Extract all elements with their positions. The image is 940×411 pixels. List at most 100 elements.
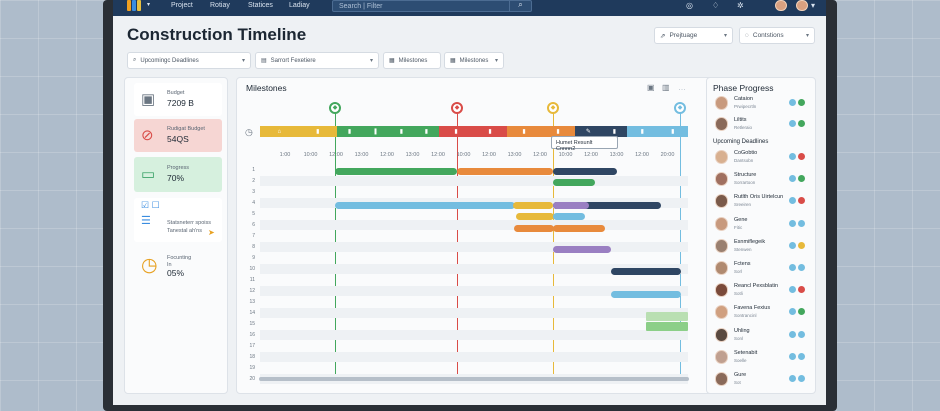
- select-prejtuage[interactable]: ⇗ Prejtuage ▾: [654, 27, 733, 44]
- app-logo-icon[interactable]: [127, 0, 141, 11]
- avatar: [715, 117, 728, 131]
- x-axis-label: 12:00: [329, 152, 343, 158]
- avatar: [715, 150, 728, 164]
- phase-list-item[interactable]: Gure Sot: [713, 370, 811, 390]
- phase-list-item[interactable]: Esnmiflegeik Stenwen: [713, 237, 811, 257]
- menu-ladiay[interactable]: Ladiay: [289, 2, 310, 9]
- menu-statices[interactable]: Statices: [248, 2, 273, 9]
- bar-tooltip: Humet Resunlt Cnnnn2: [551, 136, 618, 152]
- chevron-down-icon[interactable]: ▾: [147, 2, 151, 8]
- gantt-bar[interactable]: [646, 322, 688, 331]
- phase-segment-orange[interactable]: ▮ ▮: [507, 126, 575, 137]
- gantt-bar[interactable]: [646, 312, 688, 321]
- stat-progress[interactable]: ▭ Progress 70%: [134, 157, 222, 192]
- search-icon: ⌕: [133, 57, 137, 63]
- phase-segment-navy[interactable]: ✎ ▮: [575, 126, 627, 137]
- phase-list-item[interactable]: Liltits Retleraio: [713, 115, 811, 135]
- stat-forecast[interactable]: ◷ Focunting In 05%: [134, 250, 222, 283]
- gantt-bar[interactable]: [553, 225, 605, 232]
- gantt-bar[interactable]: [553, 202, 661, 209]
- menu-rotiay[interactable]: Rotiay: [210, 2, 230, 9]
- gantt-bar[interactable]: [553, 168, 617, 175]
- phase-segment-blue[interactable]: ▮ ▮: [627, 126, 688, 137]
- status-dot: [798, 175, 805, 183]
- row-label: 6: [252, 222, 255, 228]
- checkbox-icon: ☑ ☐: [141, 200, 160, 210]
- milestone-pin-green[interactable]: ◆: [329, 102, 341, 114]
- avatar[interactable]: [796, 0, 808, 11]
- search-icon[interactable]: ⌕: [509, 0, 531, 12]
- phase-list-item[interactable]: Cataion Prwipecrtln: [713, 94, 811, 114]
- menu-project[interactable]: Project: [171, 2, 193, 9]
- filter-fexetiere[interactable]: ▤ Sarrort Fexetiere ▾: [255, 52, 379, 69]
- row-label: 4: [252, 200, 255, 206]
- gantt-bar[interactable]: [335, 202, 515, 209]
- flag-icon: ▦: [389, 58, 395, 64]
- trash-icon[interactable]: ▥: [662, 83, 670, 92]
- milestone-pin-red[interactable]: ◆: [451, 102, 463, 114]
- phase-list-item[interactable]: Gene Fitic: [713, 215, 811, 235]
- gantt-bar[interactable]: [553, 202, 589, 209]
- image-icon[interactable]: ▣: [647, 83, 655, 92]
- gantt-bar[interactable]: [516, 213, 554, 220]
- horizontal-scrollbar[interactable]: [259, 377, 689, 381]
- avatar: [715, 172, 728, 187]
- avatar: [715, 96, 728, 110]
- status-dot: [798, 197, 805, 205]
- x-axis-label: 13:00: [507, 152, 522, 158]
- chevron-down-icon[interactable]: ▾: [811, 1, 816, 10]
- status-dot: [789, 99, 796, 106]
- status-dot: [789, 175, 796, 183]
- phase-sub: Retleraio: [734, 125, 753, 130]
- phase-list-item[interactable]: Setenabit Soelle: [713, 348, 811, 368]
- stat-risk[interactable]: ⊘ Rudigat Budget 54QS: [134, 119, 222, 152]
- more-icon[interactable]: …: [678, 83, 686, 92]
- x-axis-label: 13:00: [609, 152, 624, 158]
- filter-upcoming-deadlines[interactable]: ⌕ Upcomingc Deadlines ▾: [127, 52, 251, 69]
- gantt-bar[interactable]: [611, 291, 681, 298]
- gear-icon[interactable]: ✲: [737, 1, 744, 10]
- clock-icon: ◷: [245, 127, 253, 137]
- search-input[interactable]: Search | Filter: [332, 0, 532, 12]
- gantt-bar[interactable]: [611, 268, 681, 275]
- phase-segment-yellow[interactable]: ⌂ ▮: [260, 126, 337, 137]
- phase-name: Structure: [734, 172, 757, 179]
- gantt-bar[interactable]: [335, 168, 457, 175]
- select-contstions[interactable]: ◌ Contstions ▾: [739, 27, 815, 44]
- phase-segment-green[interactable]: ▮ ❚ ▮ ▮: [337, 126, 439, 137]
- status-dot: [789, 219, 796, 227]
- phase-segment-red[interactable]: ▮ ▮: [439, 126, 507, 137]
- stat-tasks[interactable]: ☑ ☐ ☰ Statsneterr spoiss Tanestal ah'ns …: [134, 198, 222, 242]
- phase-sub: Sonl: [734, 335, 744, 341]
- gantt-bar[interactable]: [553, 179, 595, 186]
- filter-milestones[interactable]: ▦ Milestones: [383, 52, 441, 69]
- stat-budget[interactable]: ▣ Budget 7209 B: [134, 83, 222, 116]
- avatar[interactable]: [775, 0, 787, 11]
- gantt-bar[interactable]: [513, 202, 553, 209]
- phase-list-item[interactable]: Rutlth Oris Uirtelcun Sreeiren: [713, 192, 811, 212]
- phase-list-item[interactable]: Structure Sorrartoon: [713, 170, 811, 190]
- chevron-down-icon: ▾: [723, 33, 727, 39]
- row-stripe: [260, 242, 688, 252]
- phase-name: Cataion: [734, 96, 753, 102]
- row-stripe: [260, 330, 688, 340]
- chevron-down-icon: ▾: [241, 58, 245, 64]
- gantt-bar[interactable]: [553, 246, 611, 253]
- milestone-pin-yellow[interactable]: ◆: [547, 102, 559, 114]
- gantt-bar[interactable]: [457, 168, 553, 175]
- phase-list-item[interactable]: Fctens Sorl: [713, 259, 811, 279]
- phase-list-item[interactable]: Reancl Pexsblatin Sotli: [713, 281, 811, 301]
- bell-icon[interactable]: ♢: [712, 1, 720, 10]
- phase-list-item[interactable]: Uhling Sonl: [713, 326, 811, 346]
- row-stripe: [260, 308, 688, 318]
- x-axis-label: 13:00: [405, 152, 420, 158]
- milestone-pin-blue[interactable]: ◆: [674, 102, 686, 114]
- gantt-bar[interactable]: [553, 213, 585, 220]
- x-axis-label: 20:00: [660, 152, 675, 158]
- phase-list-item[interactable]: CoGobtio Dantsobn: [713, 148, 811, 168]
- phase-list-item[interactable]: Favena Fexius Sontrancinl: [713, 303, 811, 323]
- help-icon[interactable]: ◎: [686, 1, 693, 10]
- gantt-bar[interactable]: [514, 225, 554, 232]
- list-icon: ☰: [141, 215, 151, 227]
- filter-milestones-2[interactable]: ▦ Milestones ▾: [444, 52, 504, 69]
